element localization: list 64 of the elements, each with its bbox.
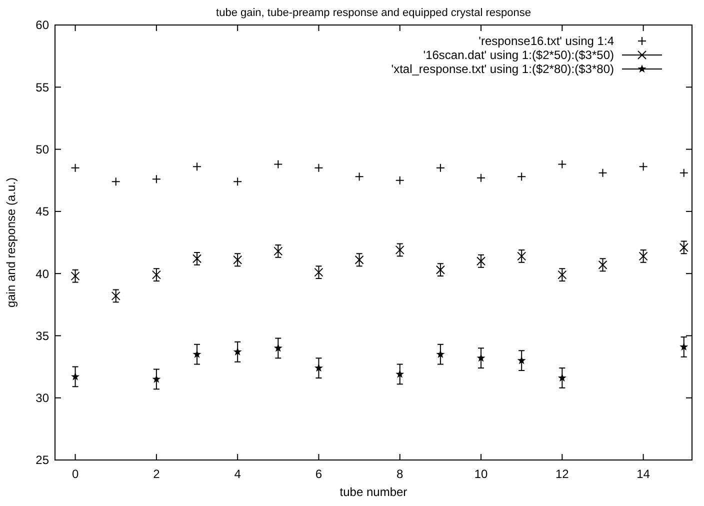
- point: [152, 374, 161, 383]
- point: [233, 255, 242, 264]
- point: [70, 272, 80, 281]
- point: [233, 177, 242, 186]
- point: [354, 172, 364, 182]
- point: [354, 255, 364, 264]
- y-tick-label: 55: [36, 80, 50, 94]
- point: [558, 160, 567, 169]
- point: [314, 163, 324, 172]
- legend-label: 'xtal_response.txt' using 1:($2*80):($3*80): [391, 62, 614, 76]
- point: [111, 177, 120, 186]
- point: [274, 160, 283, 169]
- point: [314, 268, 324, 277]
- x-tick-label: 12: [555, 467, 570, 481]
- point: [476, 173, 486, 182]
- point: [395, 245, 404, 254]
- point: [436, 350, 445, 358]
- point: [558, 373, 566, 382]
- point: [517, 252, 526, 261]
- legend-label: '16scan.dat' using 1:($2*50):($3*50): [423, 48, 614, 62]
- legend-label: 'response16.txt' using 1:4: [478, 34, 614, 48]
- point: [638, 162, 648, 172]
- y-tick-label: 25: [36, 453, 50, 468]
- point: [476, 354, 486, 362]
- point: [680, 342, 688, 351]
- x-axis-title: tube number: [340, 485, 408, 499]
- point: [395, 176, 404, 185]
- point: [517, 356, 526, 364]
- chart-title: tube gain, tube-preamp response and equipped crystal response: [216, 7, 531, 19]
- y-axis-title: gain and response (a.u.): [4, 177, 18, 308]
- x-tick-label: 8: [396, 467, 404, 481]
- y-tick-label: 35: [36, 328, 50, 343]
- point: [517, 172, 526, 182]
- point: [152, 270, 161, 280]
- point: [476, 256, 486, 266]
- point: [152, 174, 161, 184]
- point: [638, 252, 648, 261]
- x-tick-label: 14: [636, 467, 650, 481]
- x-tick-label: 10: [474, 467, 488, 481]
- x-tick-label: 4: [234, 467, 242, 481]
- point: [598, 168, 608, 178]
- y-tick-label: 40: [36, 266, 50, 281]
- point: [436, 163, 445, 172]
- point: [314, 364, 324, 372]
- point: [396, 370, 404, 378]
- x-tick-label: 6: [315, 467, 322, 481]
- point: [274, 344, 282, 352]
- point: [111, 291, 120, 300]
- point: [70, 163, 80, 172]
- point: [233, 347, 242, 356]
- point: [71, 372, 80, 380]
- point: [192, 254, 202, 264]
- x-tick-label: 0: [72, 467, 79, 481]
- point: [436, 265, 445, 274]
- y-tick-label: 50: [36, 142, 50, 156]
- y-tick-label: 30: [36, 391, 50, 406]
- point: [679, 168, 688, 178]
- point: [598, 260, 608, 270]
- y-tick-label: 60: [36, 18, 50, 32]
- point: [558, 270, 567, 280]
- x-tick-label: 2: [153, 467, 160, 481]
- point: [274, 246, 283, 256]
- point: [679, 242, 688, 252]
- y-tick-label: 45: [36, 204, 50, 219]
